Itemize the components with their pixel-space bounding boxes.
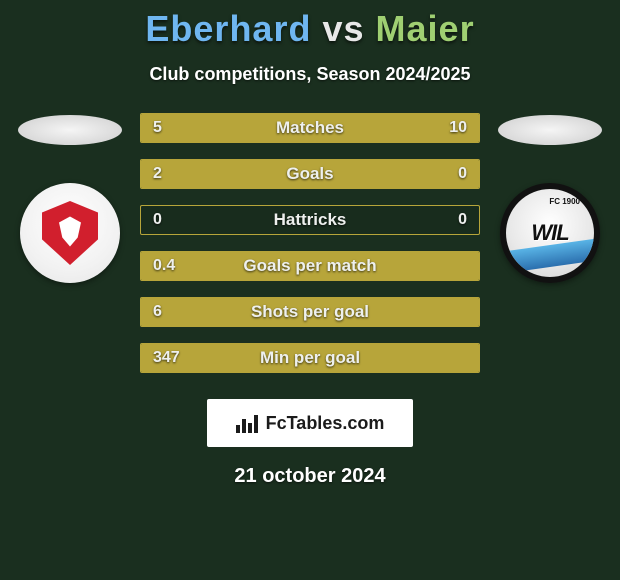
snapshot-date: 21 october 2024 bbox=[0, 465, 620, 488]
right-player-column: FC 1900 WIL bbox=[488, 113, 612, 389]
subtitle: Club competitions, Season 2024/2025 bbox=[0, 64, 620, 85]
metric-label: Goals bbox=[141, 160, 479, 188]
metric-label: Shots per goal bbox=[141, 298, 479, 326]
comparison-title: Eberhard vs Maier bbox=[0, 0, 620, 50]
metric-label: Matches bbox=[141, 114, 479, 142]
left-player-column bbox=[8, 113, 132, 389]
left-player-avatar-placeholder bbox=[18, 115, 122, 145]
metric-bars: 510Matches 20Goals 00Hattricks 0.4Goals per… bbox=[132, 113, 488, 389]
metric-label: Goals per match bbox=[141, 252, 479, 280]
right-club-small-text: FC 1900 bbox=[549, 197, 580, 206]
title-player-left: Eberhard bbox=[145, 8, 311, 49]
title-vs: vs bbox=[322, 8, 364, 49]
right-club-badge: FC 1900 WIL bbox=[500, 183, 600, 283]
metric-row: 20Goals bbox=[140, 159, 480, 189]
metric-row: 347Min per goal bbox=[140, 343, 480, 373]
title-player-right: Maier bbox=[376, 8, 475, 49]
right-player-avatar-placeholder bbox=[498, 115, 602, 145]
right-club-text: WIL bbox=[531, 220, 568, 246]
metric-row: 6Shots per goal bbox=[140, 297, 480, 327]
watermark-text: FcTables.com bbox=[266, 413, 385, 434]
metric-row: 510Matches bbox=[140, 113, 480, 143]
metric-label: Hattricks bbox=[141, 206, 479, 234]
watermark: FcTables.com bbox=[207, 399, 413, 447]
left-club-badge bbox=[20, 183, 120, 283]
metric-row: 0.4Goals per match bbox=[140, 251, 480, 281]
shield-icon bbox=[42, 201, 98, 265]
comparison-body: 510Matches 20Goals 00Hattricks 0.4Goals per… bbox=[0, 113, 620, 389]
metric-label: Min per goal bbox=[141, 344, 479, 372]
metric-row: 00Hattricks bbox=[140, 205, 480, 235]
bar-chart-icon bbox=[236, 413, 260, 433]
